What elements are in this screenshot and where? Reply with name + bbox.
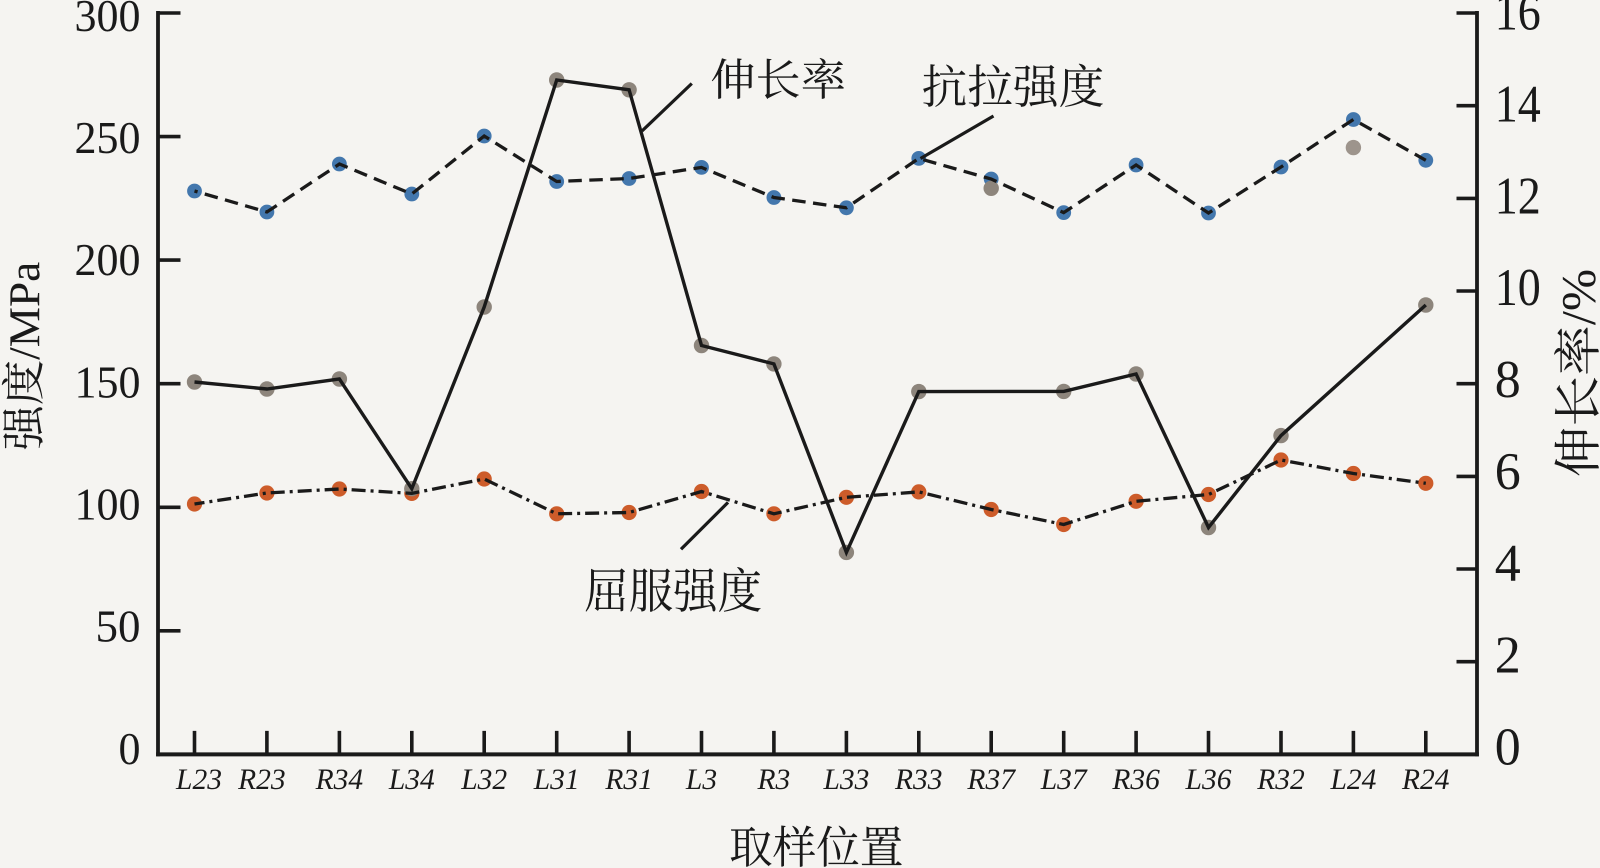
svg-text:R34: R34 <box>315 764 364 796</box>
svg-text:4: 4 <box>1495 535 1521 593</box>
svg-text:L37: L37 <box>1040 764 1088 796</box>
svg-text:L33: L33 <box>822 764 869 796</box>
svg-text:100: 100 <box>75 479 141 530</box>
svg-text:10: 10 <box>1495 259 1541 317</box>
svg-text:L32: L32 <box>460 764 507 796</box>
svg-text:16: 16 <box>1495 0 1541 42</box>
svg-text:14: 14 <box>1495 75 1541 133</box>
svg-text:2: 2 <box>1495 626 1521 684</box>
svg-text:200: 200 <box>75 234 141 285</box>
svg-text:6: 6 <box>1495 443 1521 501</box>
svg-text:R32: R32 <box>1256 764 1305 796</box>
svg-text:R24: R24 <box>1401 764 1450 796</box>
svg-text:R33: R33 <box>894 764 943 796</box>
svg-text:0: 0 <box>119 723 141 774</box>
svg-text:R3: R3 <box>757 764 791 796</box>
svg-text:8: 8 <box>1495 351 1521 409</box>
svg-text:12: 12 <box>1495 167 1541 225</box>
svg-text:R37: R37 <box>966 764 1016 796</box>
svg-text:L34: L34 <box>388 764 435 796</box>
svg-text:0: 0 <box>1495 718 1521 776</box>
svg-text:R31: R31 <box>604 764 653 796</box>
svg-text:150: 150 <box>75 356 141 407</box>
svg-text:R23: R23 <box>237 764 286 796</box>
svg-text:R36: R36 <box>1111 764 1160 796</box>
svg-text:L36: L36 <box>1185 764 1232 796</box>
svg-text:L3: L3 <box>685 764 717 796</box>
svg-text:L31: L31 <box>533 764 580 796</box>
svg-text:250: 250 <box>75 112 141 163</box>
svg-text:50: 50 <box>96 601 141 652</box>
svg-text:300: 300 <box>75 0 141 41</box>
svg-text:L24: L24 <box>1329 764 1376 796</box>
svg-text:L23: L23 <box>175 764 222 796</box>
